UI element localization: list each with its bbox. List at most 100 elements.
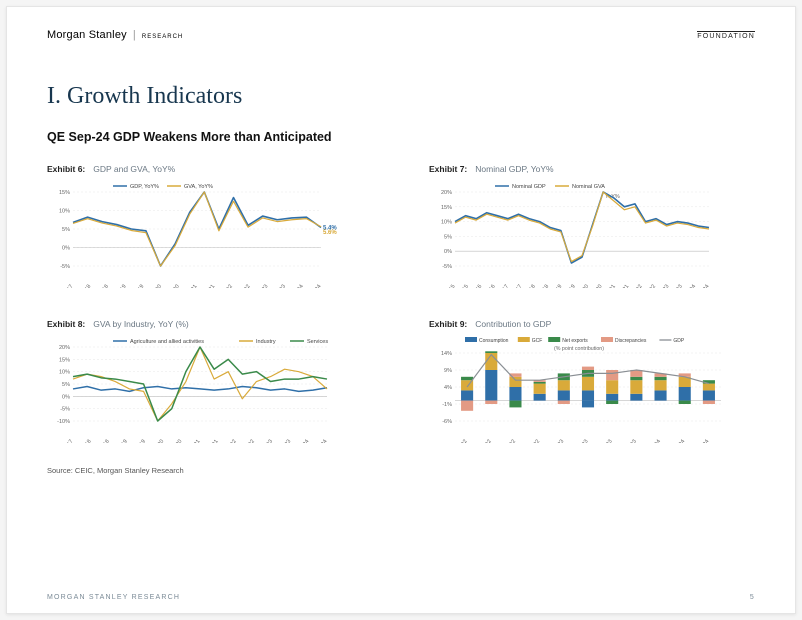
svg-text:Mar-24: Mar-24	[682, 284, 697, 288]
svg-text:Sep-23: Sep-23	[272, 284, 287, 288]
svg-text:5.6%: 5.6%	[323, 230, 337, 236]
svg-text:Sep-16: Sep-16	[482, 284, 497, 288]
chart-nominal-gdp: -5%0%5%10%15%20%Mar-15Sep-15Mar-16Sep-16…	[429, 178, 729, 288]
svg-text:Nominal GDP: Nominal GDP	[512, 184, 546, 190]
exhibit-num: Exhibit 6:	[47, 164, 85, 174]
foundation-label: FOUNDATION	[697, 31, 755, 40]
svg-text:Nominal GVA: Nominal GVA	[572, 184, 605, 190]
svg-text:Agriculture and allied activit: Agriculture and allied activities	[130, 339, 204, 345]
svg-text:Sep-18: Sep-18	[96, 439, 111, 443]
svg-text:20%: 20%	[441, 190, 452, 196]
svg-text:Mar-20: Mar-20	[150, 439, 165, 443]
svg-text:-5%: -5%	[60, 407, 70, 413]
svg-text:Services: Services	[307, 339, 328, 345]
svg-text:Sep-22: Sep-22	[241, 439, 256, 443]
svg-text:Mar-22: Mar-22	[223, 439, 238, 443]
svg-text:Mar-21: Mar-21	[602, 284, 617, 288]
svg-text:9%: 9%	[444, 368, 452, 374]
svg-text:Mar-22: Mar-22	[629, 284, 644, 288]
svg-text:GDP, YoY%: GDP, YoY%	[130, 184, 159, 190]
svg-text:Sep-22: Sep-22	[237, 284, 252, 288]
exhibit-6: Exhibit 6:GDP and GVA, YoY% -5%0%5%10%15…	[47, 164, 373, 293]
brand-name: Morgan Stanley	[47, 29, 127, 41]
svg-text:Sep-21: Sep-21	[201, 284, 216, 288]
svg-text:-1%: -1%	[442, 402, 452, 408]
svg-text:Sep-19: Sep-19	[132, 439, 147, 443]
svg-text:-5%: -5%	[442, 264, 452, 270]
exhibit-9: Exhibit 9:Contribution to GDP Consumptio…	[429, 319, 755, 448]
svg-text:Sep-22: Sep-22	[502, 439, 517, 443]
svg-text:Sep-18: Sep-18	[535, 284, 550, 288]
svg-text:Sep-17: Sep-17	[60, 284, 75, 288]
svg-text:Mar-18: Mar-18	[522, 284, 537, 288]
svg-text:-10%: -10%	[57, 419, 70, 425]
svg-text:0%: 0%	[62, 394, 70, 400]
exhibit-num: Exhibit 7:	[429, 164, 467, 174]
svg-text:5%: 5%	[62, 382, 70, 388]
footer-page: 5	[750, 594, 755, 601]
svg-text:5%: 5%	[444, 234, 452, 240]
svg-text:Mar-17: Mar-17	[495, 284, 510, 288]
exhibit-8: Exhibit 8: GVA by Industry, YoY (%) -10% -…	[47, 319, 373, 448]
svg-text:-6%: -6%	[442, 419, 452, 425]
svg-text:10%: 10%	[59, 209, 70, 215]
svg-text:Sep-23: Sep-23	[669, 284, 684, 288]
svg-text:Mar-21: Mar-21	[187, 439, 202, 443]
exhibit-num: Exhibit 8:	[47, 319, 85, 329]
svg-text:0%: 0%	[444, 249, 452, 255]
svg-text:Mar-19: Mar-19	[549, 284, 564, 288]
exhibit-grid: Exhibit 6:GDP and GVA, YoY% -5%0%5%10%15…	[47, 164, 755, 448]
svg-text:Mar-20: Mar-20	[148, 284, 163, 288]
exhibit-title: GVA by Industry, YoY (%)	[93, 319, 188, 329]
svg-text:Mar-20: Mar-20	[575, 284, 590, 288]
svg-text:Sep-23: Sep-23	[277, 439, 292, 443]
svg-text:Mar-22: Mar-22	[219, 284, 234, 288]
svg-text:Jun-23: Jun-23	[575, 439, 590, 443]
svg-text:GVA, YoY%: GVA, YoY%	[184, 184, 213, 190]
svg-text:Dec-22: Dec-22	[526, 439, 541, 443]
svg-text:Sep-24: Sep-24	[695, 439, 710, 443]
svg-text:-5%: -5%	[60, 264, 70, 270]
footer-left: MORGAN STANLEY RESEARCH	[47, 594, 180, 601]
svg-text:20%: 20%	[59, 345, 70, 351]
svg-text:Mar-18: Mar-18	[77, 284, 92, 288]
svg-text:10%: 10%	[441, 220, 452, 226]
svg-text:Mar-19: Mar-19	[113, 284, 128, 288]
exhibit-num: Exhibit 9:	[429, 319, 467, 329]
svg-text:Sep-18: Sep-18	[95, 284, 110, 288]
exhibit-7: Exhibit 7:Nominal GDP, YoY% -5%0%5%10%15…	[429, 164, 755, 293]
source-line: Source: CEIC, Morgan Stanley Research	[47, 466, 755, 475]
svg-text:Sep-24: Sep-24	[314, 439, 329, 443]
brand-sub: RESEARCH	[142, 34, 183, 40]
svg-text:14%: 14%	[441, 351, 452, 357]
svg-text:Sep-23: Sep-23	[599, 439, 614, 443]
svg-text:Consumption: Consumption	[479, 338, 509, 344]
svg-text:Jun-24: Jun-24	[672, 439, 687, 443]
svg-text:Industry: Industry	[256, 339, 276, 345]
svg-text:Sep-17: Sep-17	[60, 439, 75, 443]
svg-text:5%: 5%	[62, 227, 70, 233]
subtitle: QE Sep-24 GDP Weakens More than Anticipa…	[47, 130, 755, 144]
svg-text:Sep-20: Sep-20	[589, 284, 604, 288]
exhibit-title: Nominal GDP, YoY%	[475, 164, 553, 174]
svg-text:Sep-21: Sep-21	[615, 284, 630, 288]
svg-text:Mar-24: Mar-24	[290, 284, 305, 288]
svg-text:Mar-24: Mar-24	[647, 439, 662, 443]
svg-text:Mar-23: Mar-23	[259, 439, 274, 443]
svg-text:Mar-15: Mar-15	[442, 284, 457, 288]
svg-text:4%: 4%	[444, 385, 452, 391]
svg-text:Discrepancies: Discrepancies	[615, 338, 647, 344]
header: Morgan Stanley|RESEARCH FOUNDATION	[47, 29, 755, 41]
svg-text:Mar-23: Mar-23	[656, 284, 671, 288]
chart-gva-industry: -10%-5%0%5%10%15%20%Sep-17Mar-18Sep-18Ma…	[47, 333, 347, 443]
svg-text:Mar-18: Mar-18	[78, 439, 93, 443]
svg-text:Mar-22: Mar-22	[454, 439, 469, 443]
svg-text:10%: 10%	[59, 370, 70, 376]
svg-text:Sep-20: Sep-20	[168, 439, 183, 443]
svg-text:Sep-19: Sep-19	[130, 284, 145, 288]
svg-text:Mar-16: Mar-16	[468, 284, 483, 288]
svg-text:Sep-19: Sep-19	[562, 284, 577, 288]
svg-text:Dec-23: Dec-23	[623, 439, 638, 443]
svg-text:Sep-24: Sep-24	[696, 284, 711, 288]
exhibit-title: GDP and GVA, YoY%	[93, 164, 175, 174]
